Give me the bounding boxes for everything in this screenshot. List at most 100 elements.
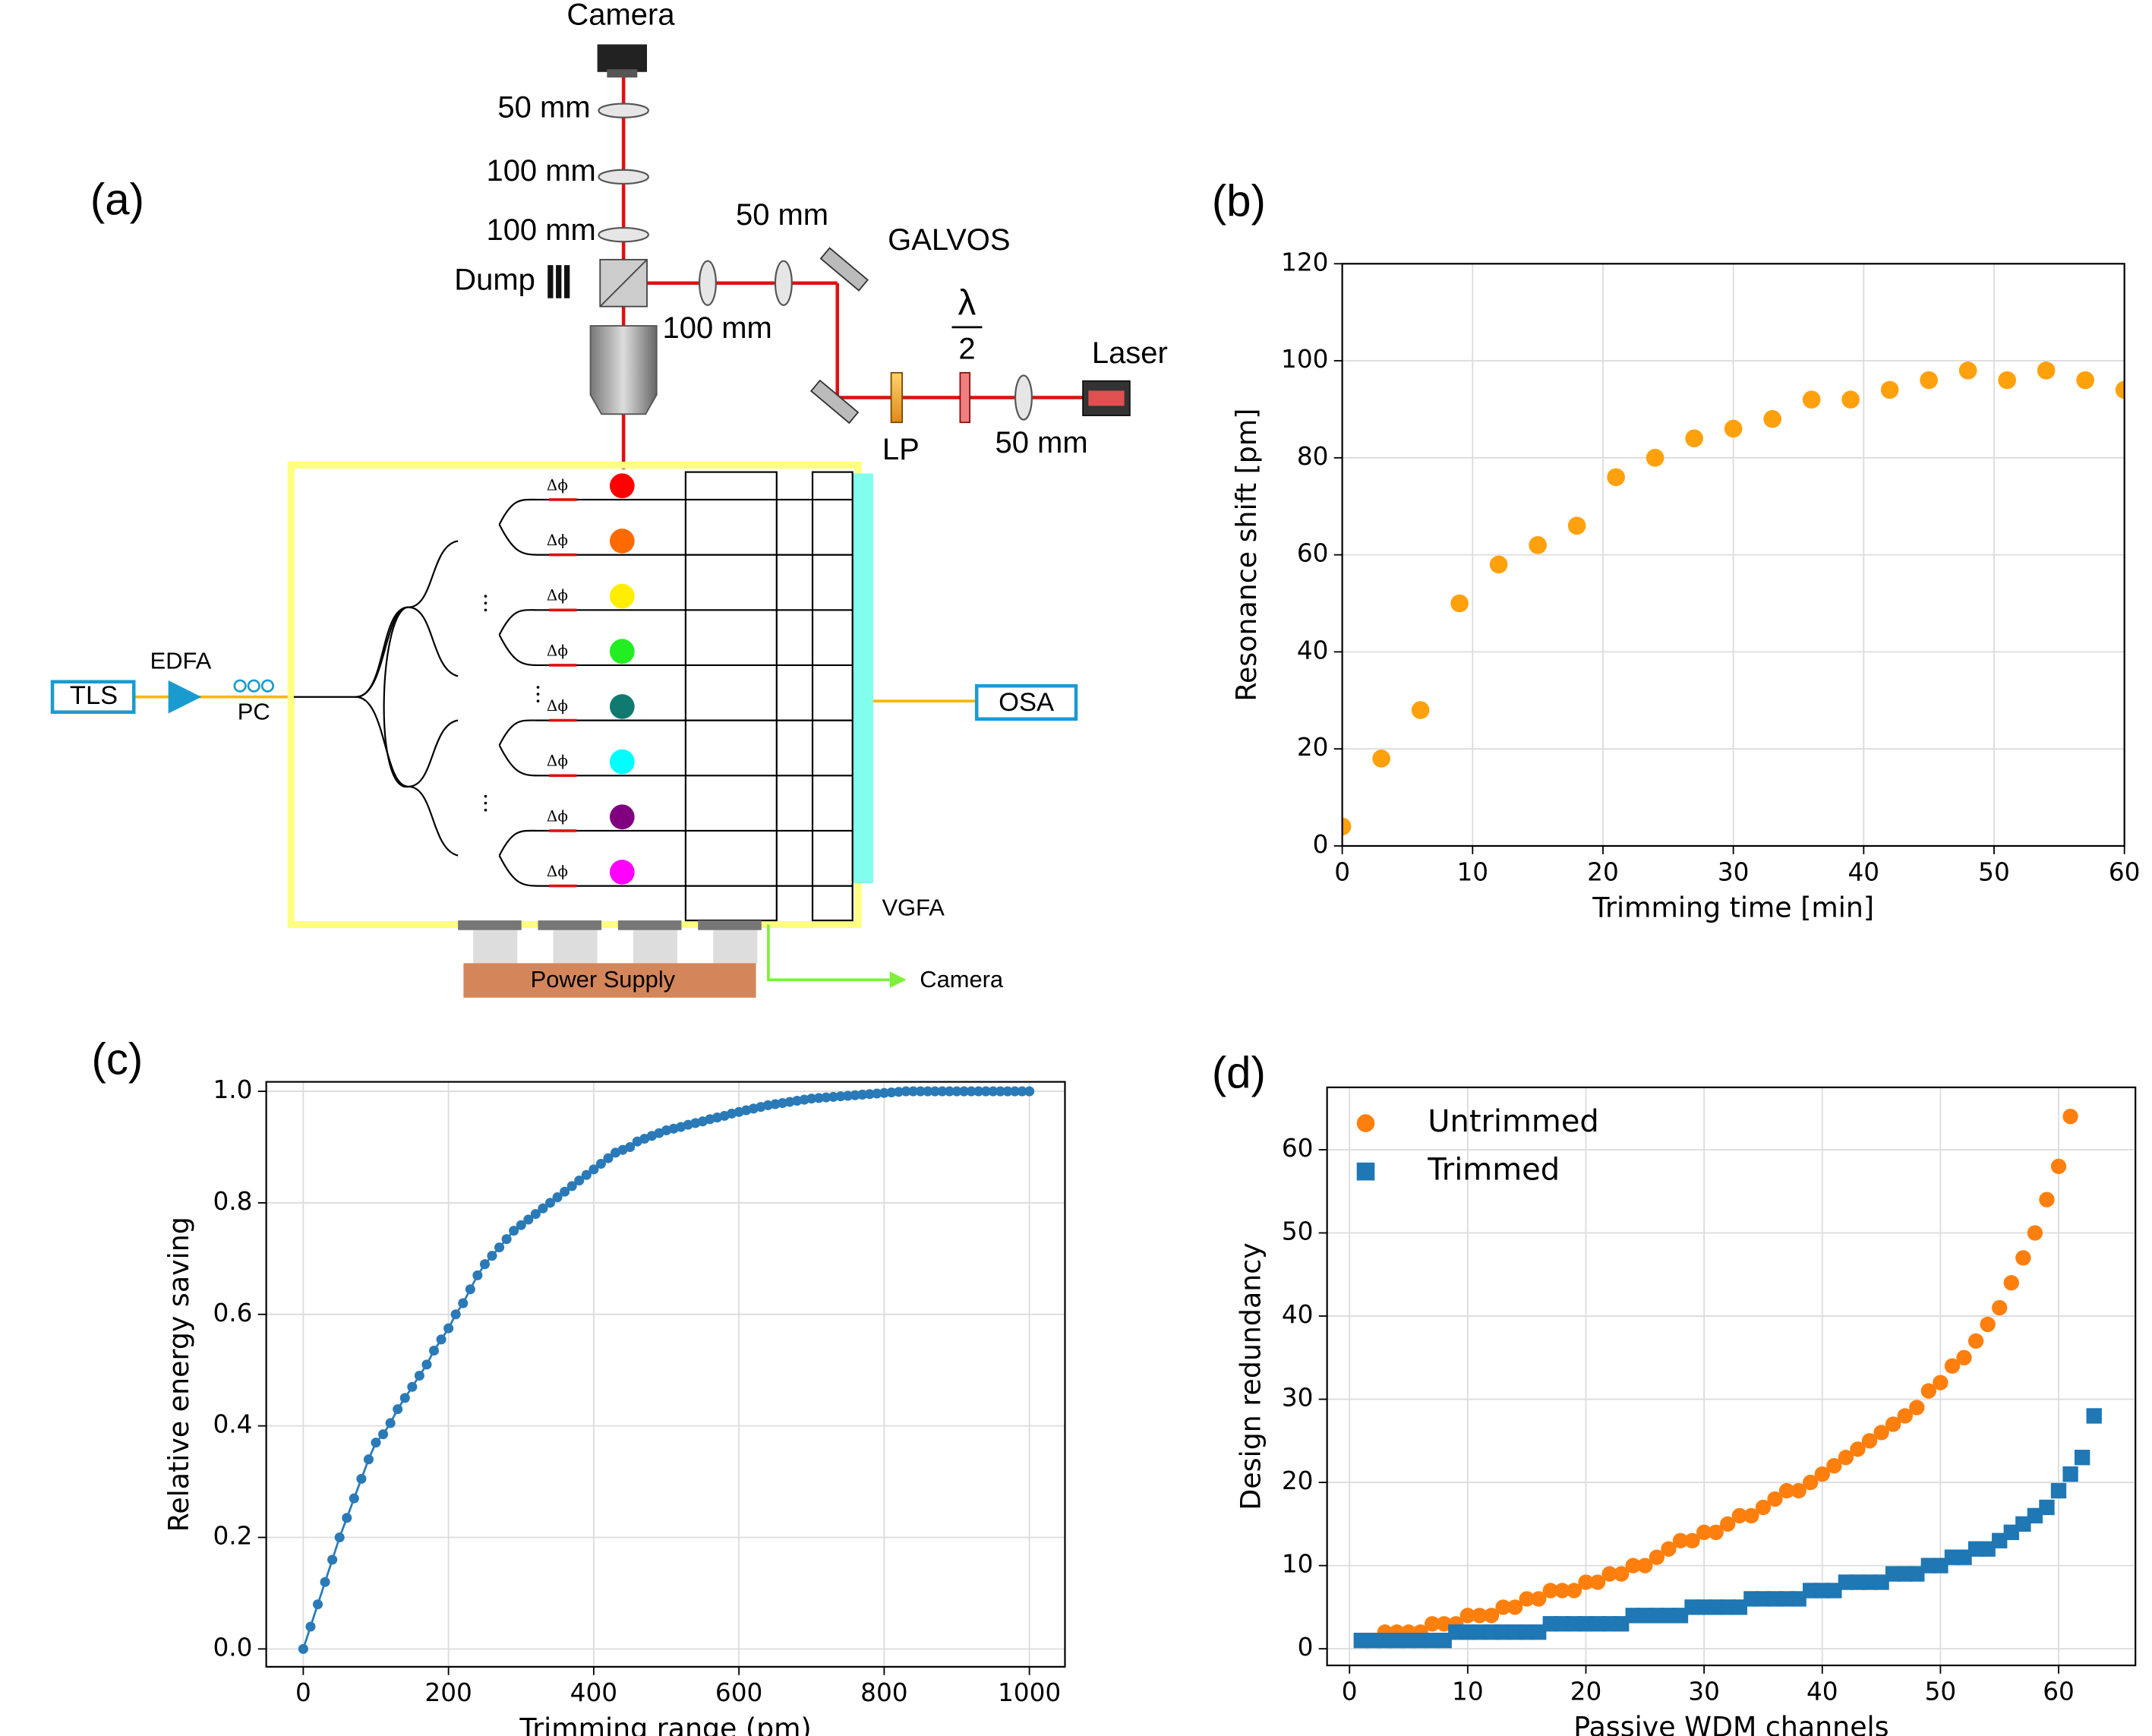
marker [1802,390,1821,409]
marker [2039,1192,2055,1207]
phase-labels: Δϕ Δϕ Δϕ Δϕ Δϕ Δϕ Δϕ Δϕ [547,475,568,880]
marker [1909,1566,1925,1582]
y-tick-label: 100 [1281,345,1328,374]
marker [1377,1633,1393,1649]
marker [1720,1516,1736,1532]
y-tick-label: 20 [1297,733,1329,762]
x-tick-label: 0 [1334,857,1350,886]
marker [530,1209,541,1220]
marker [1566,1583,1582,1599]
marker [1861,1433,1878,1449]
x-tick-label: 200 [424,1678,472,1707]
marker [1909,1400,1925,1416]
marker [1649,1549,1665,1565]
beam-splitter-face [599,259,648,308]
chip [287,461,862,929]
marker [929,1086,940,1097]
marker [1531,1624,1547,1640]
marker [864,1089,875,1100]
marker [2086,1408,2102,1424]
plot-area [1342,361,2125,836]
marker [1519,1624,1535,1640]
marker [1529,536,1547,554]
x-tick-label: 10 [1452,1677,1484,1706]
marker [1826,1458,1842,1474]
marker [1873,1425,1889,1441]
x-tick-label: 10 [1456,857,1488,886]
phase-label: Δϕ [547,806,568,825]
label: 100 mm [486,154,595,188]
rings [609,473,635,885]
marker [472,1270,483,1280]
marker [1755,1499,1772,1516]
marker [298,1643,308,1654]
y-tick-label: 0.2 [213,1521,252,1550]
marker [1708,1599,1724,1615]
marker [1625,1608,1641,1624]
marker [951,1086,962,1097]
marker [1495,1624,1511,1640]
x-tick-label: 1000 [998,1678,1061,1707]
marker [1672,1608,1689,1624]
marker [421,1359,432,1370]
label: 100 mm [663,311,772,345]
osa-box [974,683,1078,721]
y-tick-label: 80 [1297,442,1329,471]
x-tick-label: 50 [1978,857,2010,886]
marker [443,1323,454,1334]
marker [479,1259,490,1270]
phase-label: Δϕ [547,752,568,770]
marker [356,1473,367,1484]
chart: (d) 0 10 20 30 40 50 60 0 10 20 30 40 50 60 Passive WDM… [1212,1049,2137,1736]
marker [327,1555,338,1565]
marker [1944,1549,1961,1565]
marker [393,1404,403,1415]
label: 50 mm [736,198,828,232]
line [302,1090,1030,1649]
ellipsis [484,595,540,812]
marker [1791,1591,1806,1607]
marker [762,1100,773,1110]
label: LP [882,433,920,466]
marker [1017,1086,1027,1097]
marker [465,1284,475,1295]
marker [901,1086,911,1097]
marker [1472,1608,1488,1624]
marker [1601,1566,1617,1582]
marker [1685,429,1703,448]
marker [544,1198,556,1208]
marker [1826,1583,1842,1599]
marker [603,1153,614,1163]
marker [1755,1591,1772,1607]
camera-arrow [767,924,890,981]
marker [1850,1441,1866,1457]
marker [1472,1624,1488,1640]
marker [995,1086,1005,1097]
marker [1767,1491,1783,1507]
marker [1412,1633,1428,1649]
label: Camera [566,0,675,32]
y-tick-label: 0.4 [213,1410,252,1439]
marker [1495,1599,1511,1615]
marker [574,1176,585,1186]
marker [1743,1507,1759,1524]
marker [944,1086,955,1097]
marker [1637,1608,1653,1624]
objective [589,325,658,415]
marker [1459,1624,1476,1640]
marker [980,1086,991,1097]
marker [1992,1532,2008,1548]
y-tick-label: 120 [1281,248,1328,276]
label: Camera [920,966,1004,993]
marker [1767,1591,1783,1607]
marker [1554,1583,1570,1599]
vgfa-array [852,473,873,883]
legend-label: Trimmed [1427,1153,1560,1188]
marker [850,1090,860,1100]
marker [1803,1474,1819,1491]
y-tick-label: 1.0 [213,1075,252,1104]
marker [1661,1608,1677,1624]
marker [1589,1616,1606,1632]
marker [937,1086,948,1097]
